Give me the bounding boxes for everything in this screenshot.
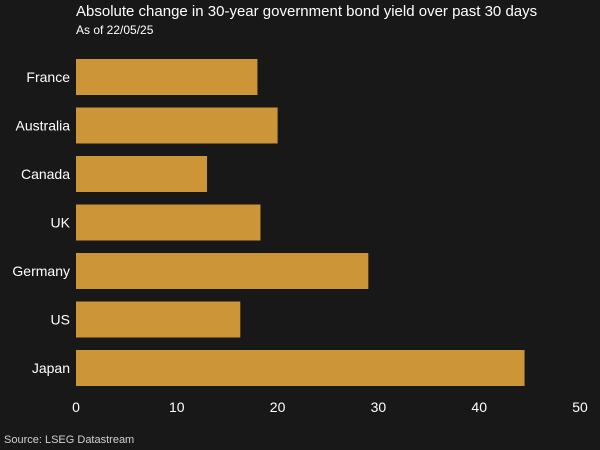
bar-germany [76,253,369,289]
bar-australia [76,107,278,144]
bars-group [76,59,525,386]
bar-japan [76,350,525,386]
category-label-australia: Australia [16,118,71,134]
x-tick-label-30: 30 [371,399,387,415]
category-label-france: France [26,69,70,85]
x-tick-label-0: 0 [72,399,80,415]
x-tick-label-40: 40 [471,399,487,415]
bar-us [76,301,241,338]
x-tick-label-50: 50 [572,399,588,415]
chart-title: Absolute change in 30-year government bo… [76,3,538,20]
source-note: Source: LSEG Datastream [4,434,135,446]
x-tick-label-10: 10 [169,399,185,415]
category-label-japan: Japan [32,360,70,376]
chart-subtitle: As of 22/05/25 [76,23,154,37]
category-label-uk: UK [51,215,71,231]
category-label-canada: Canada [21,166,70,182]
bar-france [76,59,258,95]
bar-canada [76,156,208,192]
category-label-germany: Germany [12,263,70,279]
x-axis-ticks: 0 10 20 30 40 50 [72,399,588,415]
x-tick-label-20: 20 [270,399,286,415]
category-labels: France Australia Canada UK Germany US Japan [12,69,70,376]
bar-uk [76,204,261,241]
category-label-us: US [51,312,70,328]
